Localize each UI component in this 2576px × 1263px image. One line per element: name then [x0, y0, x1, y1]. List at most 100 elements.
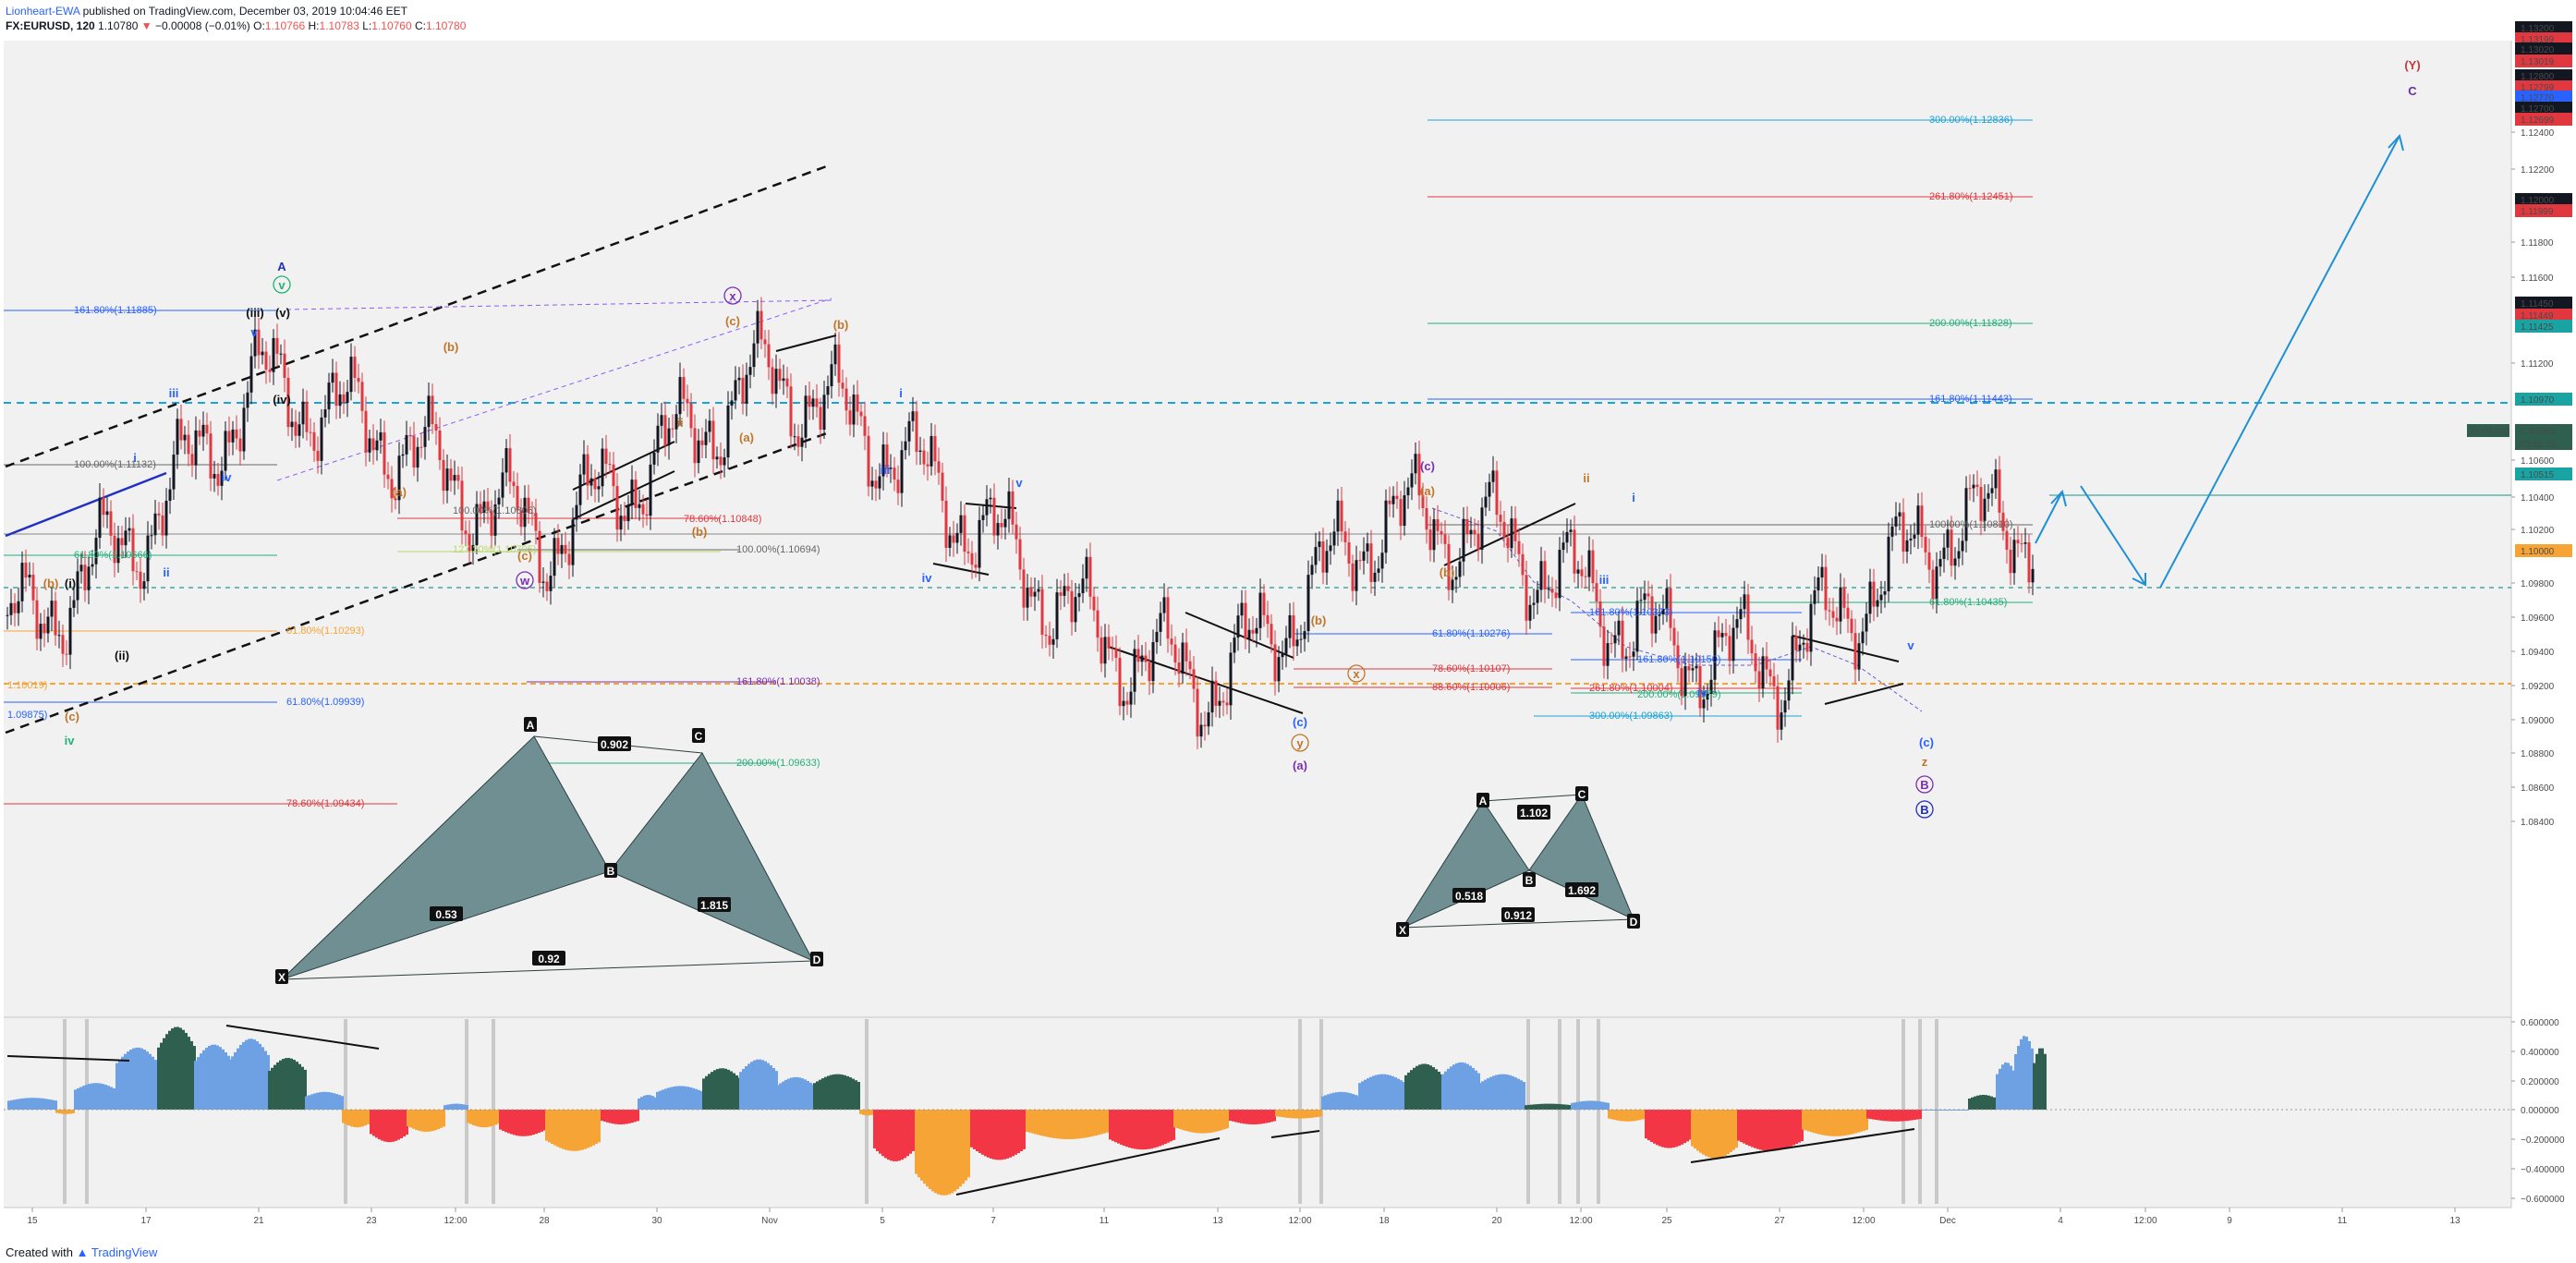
candle-body [1255, 627, 1258, 634]
candle-body [1698, 665, 1702, 709]
candle-body [1299, 638, 1303, 640]
price-axis[interactable] [2512, 41, 2576, 1208]
candle-body [479, 504, 482, 513]
pattern-label: X [278, 971, 286, 984]
candle-body [76, 571, 79, 601]
time-axis[interactable] [4, 1208, 2511, 1236]
candle-body [1229, 652, 1233, 706]
osc-bar [30, 1098, 32, 1110]
osc-bar [1413, 1067, 1416, 1110]
candle-body [2009, 549, 2012, 574]
candle-body [1536, 589, 1539, 603]
candle-body [17, 601, 20, 613]
osc-bar [43, 1099, 46, 1110]
price-tick-label: 01:55:18 [2521, 440, 2557, 450]
osc-bar [113, 1087, 115, 1110]
trend-line-wave [1443, 503, 1576, 566]
osc-bar [1232, 1110, 1234, 1122]
candle-body [1491, 470, 1495, 482]
candle-body [1462, 518, 1465, 562]
osc-bar [1699, 1110, 1702, 1153]
osc-bar [239, 1044, 242, 1110]
osc-bar [824, 1076, 827, 1110]
candle-body [1628, 656, 1632, 658]
candle-body [1303, 631, 1306, 639]
candle-body [205, 424, 209, 434]
pattern-label-box [275, 969, 288, 984]
candle-body [1883, 591, 1887, 595]
wave-label: (c) [1919, 735, 1934, 749]
pattern-label: B [607, 865, 615, 878]
candle-body [900, 450, 904, 493]
pattern-label: C [1578, 788, 1586, 801]
osc-bar [1716, 1110, 1719, 1159]
candle-body [881, 444, 885, 477]
candle-body [774, 369, 778, 395]
candle-body [1059, 592, 1063, 596]
candle-body [793, 436, 796, 438]
osc-bar [819, 1079, 821, 1110]
fib-label: 61.80%(1.10276) [1432, 628, 1510, 639]
osc-bar [1369, 1076, 1372, 1110]
osc-bar [870, 1110, 873, 1115]
candle-body [331, 372, 334, 383]
osc-bar [1999, 1068, 2001, 1110]
tradingview-brand[interactable]: TradingView [91, 1245, 158, 1259]
osc-bar [2014, 1054, 2017, 1110]
osc-bar [2010, 1065, 2012, 1110]
candle-body [434, 424, 438, 431]
down-arrow-icon: ▼ [140, 19, 152, 32]
candle-body [1517, 540, 1521, 554]
osc-bar [1023, 1110, 1026, 1149]
osc-bar [711, 1072, 713, 1110]
candle-body [1646, 593, 1650, 597]
candle-body [1048, 636, 1051, 645]
pattern-xd-line [281, 960, 814, 980]
candle-body [87, 566, 91, 590]
osc-bar [1170, 1110, 1173, 1142]
candle-body [1314, 547, 1318, 565]
osc-bar [995, 1110, 998, 1160]
osc-bar [1048, 1110, 1051, 1137]
author-link[interactable]: Lionheart-EWA [6, 5, 80, 18]
osc-bar [1103, 1110, 1106, 1134]
osc-bar [1852, 1110, 1854, 1135]
pattern-label: B [1525, 874, 1534, 887]
candle-body [981, 515, 985, 520]
osc-bar [649, 1095, 651, 1110]
candle-body [1310, 565, 1314, 576]
osc-bar [345, 1110, 347, 1124]
price-pane[interactable] [4, 41, 2511, 1017]
candle-body [1909, 538, 1913, 540]
osc-bar [455, 1103, 457, 1110]
candle-body [652, 452, 656, 465]
osc-bar [1647, 1110, 1650, 1141]
price-tag [2515, 393, 2572, 406]
time-tick-label: 9 [2227, 1216, 2232, 1226]
osc-bar [876, 1110, 879, 1151]
candle-body [79, 565, 83, 572]
candle-body [1162, 597, 1166, 613]
osc-bar [285, 1058, 287, 1110]
osc-bar [646, 1095, 649, 1110]
candle-body [763, 339, 767, 345]
osc-bar [107, 1086, 110, 1110]
osc-bar [507, 1110, 510, 1134]
osc-bar [1383, 1074, 1386, 1110]
osc-bar [1710, 1110, 1713, 1159]
osc-bar [437, 1110, 440, 1130]
osc-bar [301, 1066, 304, 1110]
candle-body [1358, 560, 1362, 562]
fib-label: 61.80%(1.10666) [74, 550, 152, 561]
candle-body [641, 504, 645, 515]
osc-bar [643, 1095, 646, 1110]
candle-body [1890, 526, 1894, 537]
candle-body [272, 337, 275, 372]
osc-bar [846, 1075, 849, 1110]
osc-bar [1784, 1110, 1787, 1149]
osc-bar [1429, 1065, 1432, 1110]
osc-bar [287, 1058, 290, 1110]
session-marker [1526, 1019, 1530, 1204]
candle-body [379, 431, 383, 441]
